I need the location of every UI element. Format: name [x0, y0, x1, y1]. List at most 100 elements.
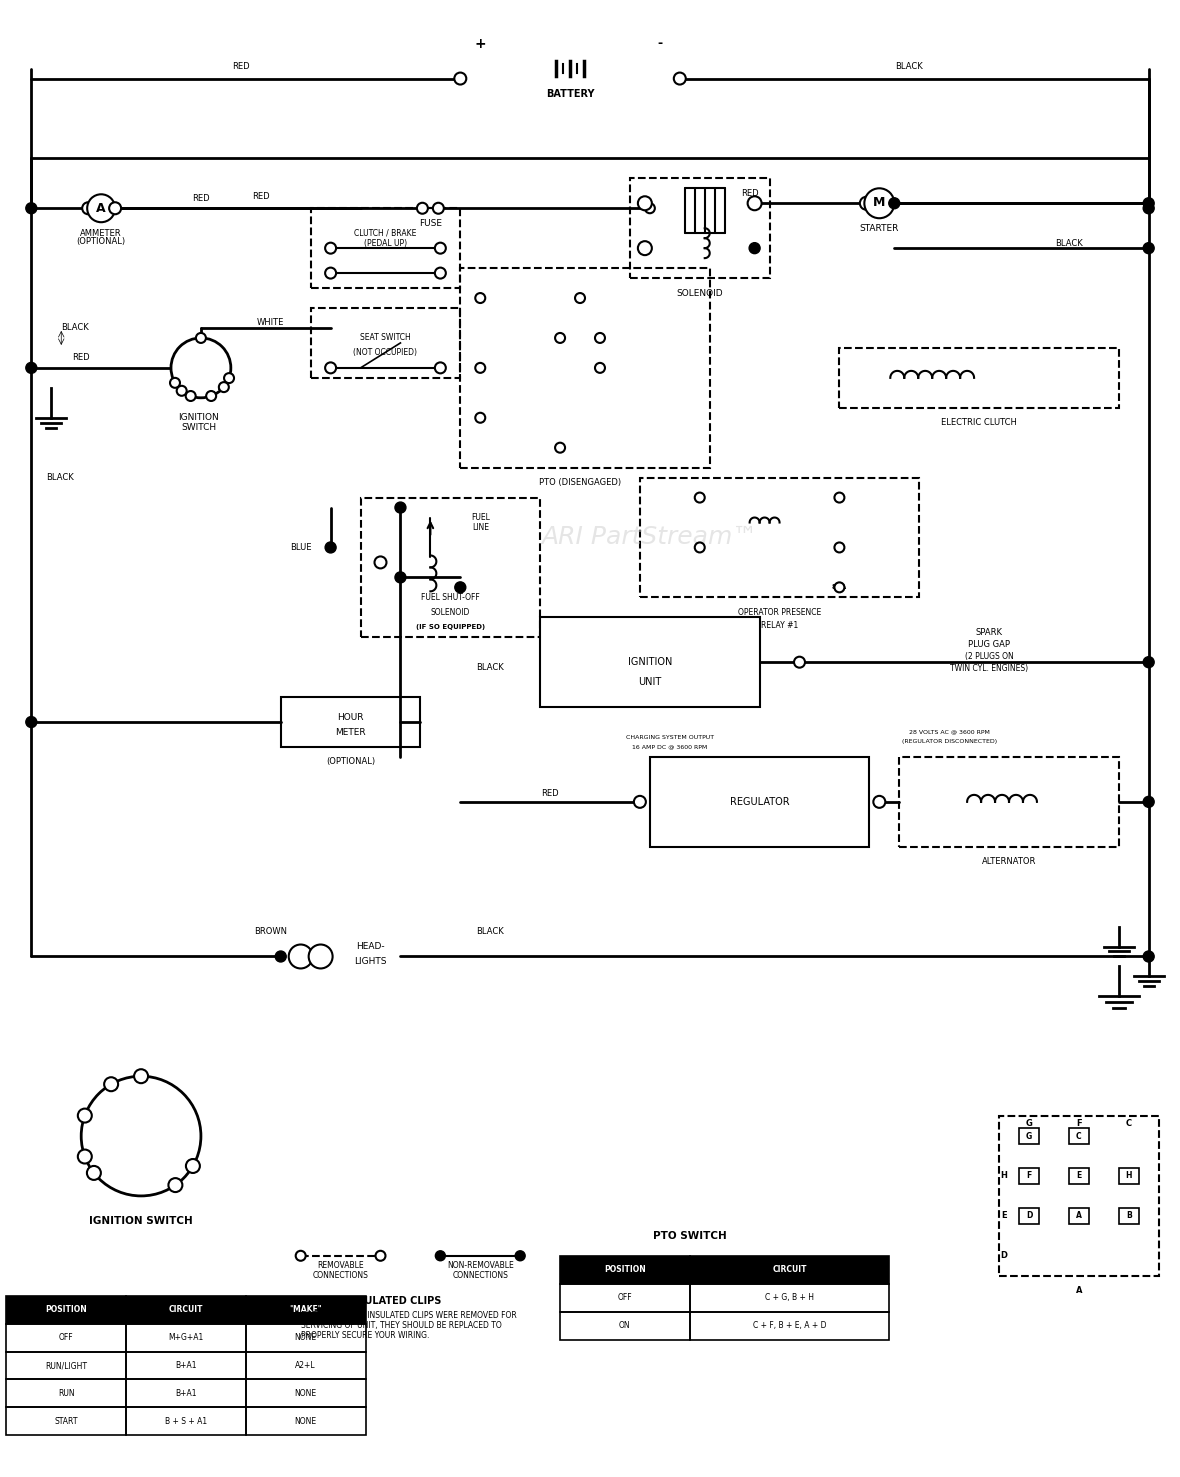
- Text: OFF: OFF: [617, 1294, 632, 1303]
- Bar: [6, 1351, 126, 1380]
- Circle shape: [169, 1179, 183, 1192]
- Bar: [650, 756, 870, 846]
- Circle shape: [81, 1077, 201, 1196]
- Text: CLUTCH / BRAKE: CLUTCH / BRAKE: [354, 229, 417, 238]
- Text: G: G: [178, 387, 185, 396]
- Text: D: D: [1025, 1211, 1032, 1220]
- Circle shape: [674, 72, 686, 84]
- Bar: [560, 1284, 690, 1312]
- Text: 28 VOLTS AC @ 3600 RPM: 28 VOLTS AC @ 3600 RPM: [909, 730, 990, 734]
- Bar: [126, 1408, 245, 1436]
- Text: AMMETER: AMMETER: [80, 229, 122, 238]
- Text: +: +: [474, 37, 486, 50]
- Bar: [6, 1323, 126, 1351]
- Text: UNIT: UNIT: [638, 676, 662, 687]
- Circle shape: [87, 195, 116, 222]
- Text: NONE: NONE: [295, 1416, 316, 1425]
- Text: RED: RED: [232, 62, 250, 71]
- Text: B+A1: B+A1: [175, 1388, 197, 1397]
- Text: B+A1: B+A1: [175, 1360, 197, 1371]
- Circle shape: [177, 385, 186, 396]
- Circle shape: [170, 378, 181, 388]
- Circle shape: [435, 242, 446, 254]
- Text: BATTERY: BATTERY: [546, 89, 595, 99]
- Text: ON: ON: [620, 1320, 631, 1331]
- Text: HEAD-: HEAD-: [356, 942, 385, 951]
- Circle shape: [417, 202, 428, 214]
- Text: HOUR: HOUR: [337, 712, 363, 722]
- Text: C: C: [1076, 1131, 1082, 1140]
- Text: F: F: [557, 334, 563, 343]
- Circle shape: [749, 242, 760, 254]
- Text: 87: 87: [695, 545, 704, 551]
- Circle shape: [1143, 198, 1154, 208]
- Circle shape: [196, 332, 205, 343]
- Bar: [310, 309, 460, 378]
- Text: A: A: [97, 202, 106, 214]
- Text: A1: A1: [218, 383, 229, 391]
- Text: B: B: [81, 1111, 88, 1120]
- Text: M+G+A1: M+G+A1: [169, 1334, 204, 1343]
- Bar: [999, 1117, 1159, 1276]
- Bar: [630, 179, 769, 278]
- Bar: [690, 1284, 890, 1312]
- Circle shape: [171, 338, 231, 397]
- Text: ARI PartStream™: ARI PartStream™: [542, 526, 758, 549]
- Bar: [281, 697, 420, 747]
- Text: RED: RED: [192, 193, 210, 202]
- Text: H: H: [1001, 1171, 1008, 1180]
- Circle shape: [374, 557, 387, 569]
- Text: E: E: [597, 363, 603, 372]
- Text: G: G: [1025, 1131, 1032, 1140]
- Text: (OPTIONAL): (OPTIONAL): [326, 758, 375, 767]
- Text: L: L: [91, 1168, 97, 1177]
- Circle shape: [435, 1251, 445, 1261]
- Text: (NOT OCCUPIED): (NOT OCCUPIED): [354, 349, 418, 357]
- Circle shape: [1143, 657, 1154, 668]
- Text: F: F: [1076, 1118, 1082, 1127]
- Text: S: S: [107, 1080, 114, 1089]
- Text: BLACK: BLACK: [477, 928, 504, 936]
- Text: SOLENOID: SOLENOID: [431, 609, 470, 617]
- Text: IGNITION: IGNITION: [628, 657, 673, 668]
- Text: G: G: [577, 294, 583, 303]
- Text: CIRCUIT: CIRCUIT: [169, 1306, 203, 1315]
- Text: (2 PLUGS ON: (2 PLUGS ON: [965, 651, 1014, 660]
- Bar: [126, 1323, 245, 1351]
- Text: D: D: [557, 443, 563, 452]
- Text: BLACK: BLACK: [61, 323, 88, 332]
- Circle shape: [748, 196, 761, 210]
- Bar: [1020, 1168, 1038, 1185]
- Circle shape: [26, 362, 37, 374]
- Text: A: A: [1076, 1286, 1082, 1295]
- Text: CIRCUIT: CIRCUIT: [772, 1266, 807, 1275]
- Circle shape: [395, 502, 406, 513]
- Text: OFF: OFF: [59, 1334, 73, 1343]
- Bar: [1119, 1168, 1139, 1185]
- Bar: [245, 1408, 366, 1436]
- Circle shape: [135, 1069, 148, 1083]
- Text: (PEDAL UP): (PEDAL UP): [363, 239, 407, 248]
- Text: SWITCH: SWITCH: [182, 424, 216, 433]
- Circle shape: [860, 196, 873, 210]
- Bar: [690, 1312, 890, 1340]
- Circle shape: [109, 202, 122, 214]
- Circle shape: [1143, 242, 1154, 254]
- Circle shape: [645, 204, 655, 213]
- Text: RED: RED: [741, 189, 759, 198]
- Text: PTO SWITCH: PTO SWITCH: [653, 1230, 727, 1241]
- Circle shape: [206, 391, 216, 400]
- Circle shape: [555, 443, 565, 452]
- Text: RED: RED: [253, 192, 269, 201]
- Circle shape: [186, 1159, 199, 1173]
- Text: D: D: [1001, 1251, 1008, 1260]
- Text: RED: RED: [72, 353, 90, 362]
- Circle shape: [476, 292, 485, 303]
- Bar: [839, 349, 1119, 408]
- Text: RUN/LIGHT: RUN/LIGHT: [45, 1360, 87, 1371]
- Text: PTO (DISENGAGED): PTO (DISENGAGED): [539, 479, 621, 487]
- Bar: [899, 756, 1119, 846]
- Bar: [1020, 1208, 1038, 1224]
- Text: LIGHTS: LIGHTS: [354, 957, 387, 966]
- Circle shape: [218, 383, 229, 391]
